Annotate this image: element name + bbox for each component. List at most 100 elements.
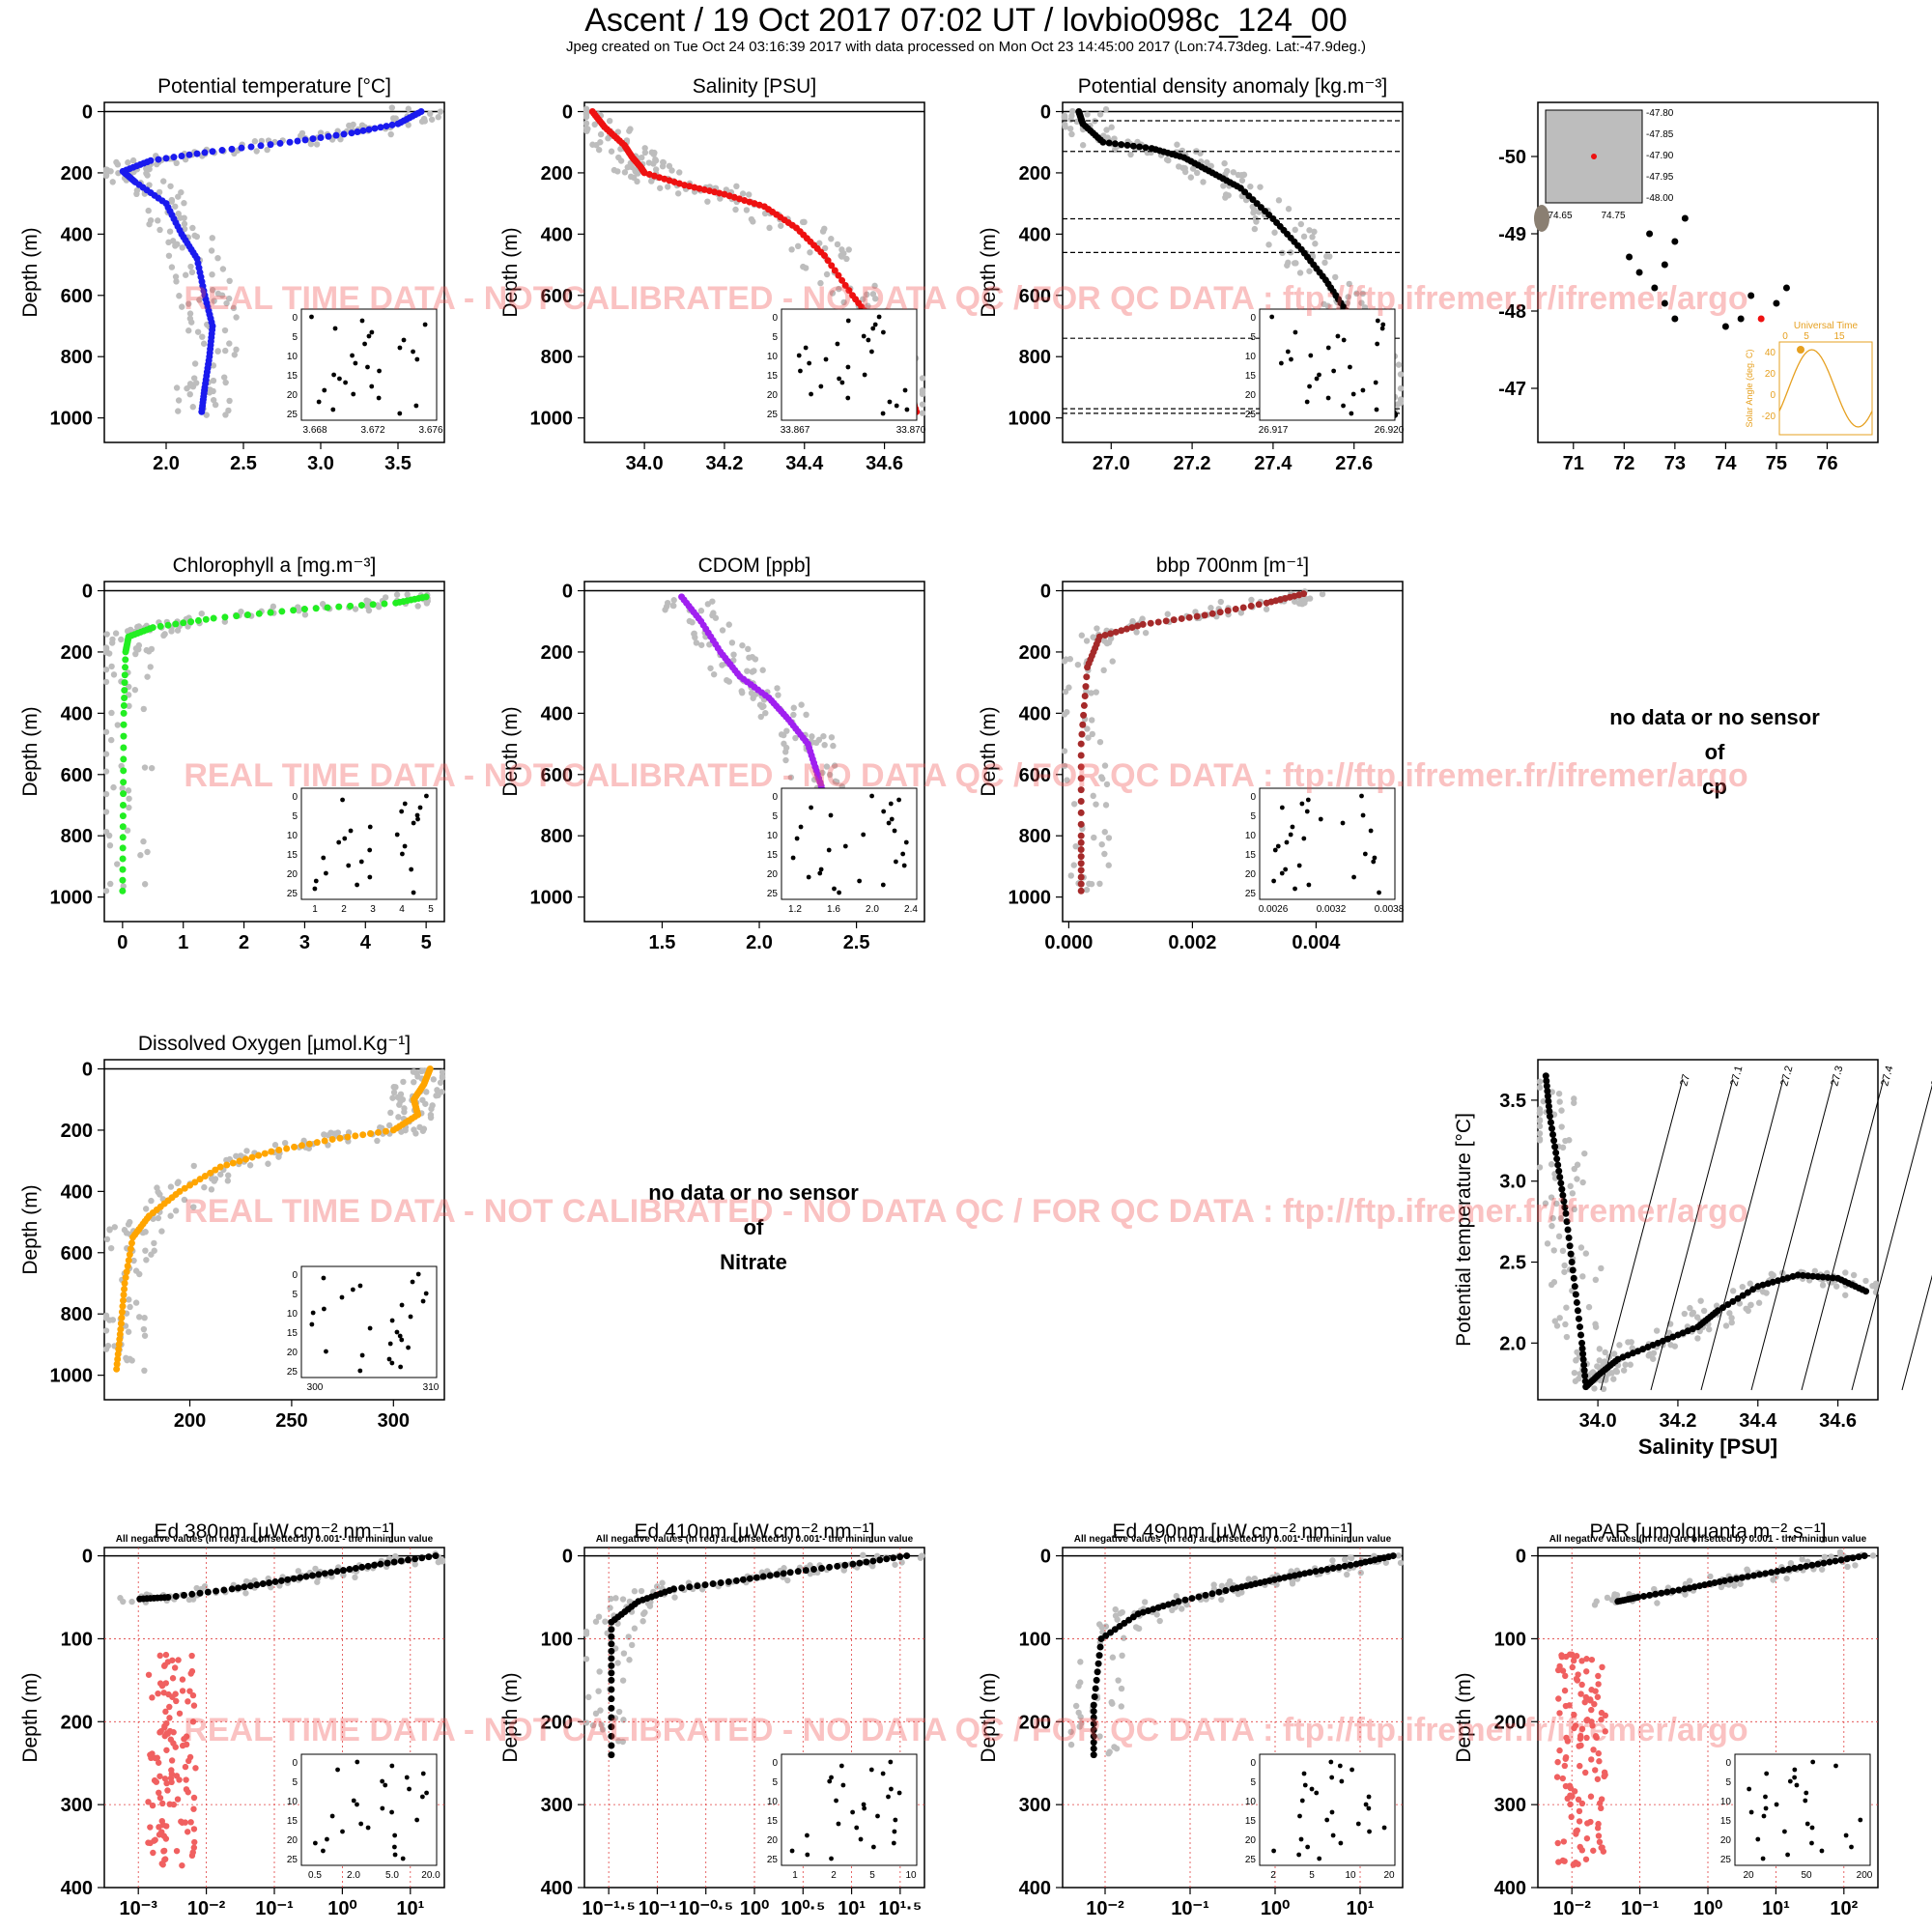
- negative-point: [1575, 1796, 1582, 1804]
- zoom-point: [323, 870, 328, 876]
- profile-point: [122, 1274, 129, 1282]
- negative-point: [190, 1794, 198, 1802]
- profile-point: [117, 1320, 125, 1327]
- history-point: [1852, 1562, 1859, 1569]
- history-point: [739, 190, 747, 197]
- history-point: [175, 397, 183, 404]
- profile-point: [1578, 1345, 1586, 1352]
- history-point: [1571, 1165, 1577, 1173]
- history-point: [221, 327, 229, 334]
- zoom-point: [330, 407, 336, 412]
- negative-point: [147, 1824, 154, 1831]
- profile-point: [181, 1184, 188, 1192]
- zoom-point: [321, 1848, 326, 1854]
- profile-point: [315, 1571, 323, 1578]
- profile-point: [780, 1570, 787, 1577]
- chart-title: Ed 410nm [µW.cm⁻².nm⁻¹]: [635, 1520, 875, 1543]
- profile-point: [1090, 1732, 1097, 1740]
- history-point: [739, 641, 746, 649]
- profile-point: [317, 133, 325, 141]
- zoom-point: [407, 1786, 412, 1792]
- profile-point: [1224, 607, 1232, 614]
- zoom-point: [1368, 828, 1374, 834]
- inset-x-label: 74.65: [1548, 211, 1572, 221]
- profile-point: [834, 1562, 841, 1570]
- profile-point: [608, 1751, 615, 1759]
- profile-point: [259, 1580, 267, 1588]
- negative-point: [1595, 1672, 1602, 1680]
- history-point: [593, 142, 600, 149]
- isopycnal-label: 27.1: [1728, 1065, 1745, 1088]
- negative-point: [148, 1754, 155, 1762]
- history-point: [209, 235, 215, 242]
- profile-point: [246, 1582, 254, 1590]
- profile-point: [1162, 617, 1170, 625]
- float-position: [1626, 253, 1634, 261]
- zoom-point: [861, 333, 867, 339]
- history-point: [1783, 1575, 1790, 1582]
- zoom-point: [401, 337, 407, 343]
- inset-y-label: 15: [1245, 371, 1257, 382]
- negative-point: [1573, 1653, 1580, 1660]
- history-point: [826, 771, 834, 779]
- negative-point: [1583, 1717, 1590, 1724]
- history-point: [1090, 634, 1096, 640]
- history-cloud: [1067, 1552, 1405, 1757]
- x-tick-label: 10⁰: [1693, 1898, 1722, 1919]
- history-point: [126, 1296, 132, 1303]
- profile-point: [824, 257, 832, 265]
- history-point: [389, 1094, 396, 1101]
- inset-x-label: 33.867: [781, 425, 810, 436]
- negative-point: [1567, 1801, 1574, 1808]
- zoom-point: [392, 1833, 398, 1838]
- profile-point: [404, 1556, 412, 1564]
- no-data-cp-line3: cp: [1702, 775, 1727, 799]
- y-tick-label: 300: [61, 1795, 93, 1816]
- profile-point: [271, 1577, 279, 1585]
- history-point: [131, 686, 139, 694]
- history-point: [168, 628, 175, 635]
- history-point: [196, 297, 203, 303]
- history-point: [137, 852, 144, 859]
- zoom-point: [876, 314, 882, 320]
- y-axis-label: Depth (m): [1453, 1672, 1475, 1762]
- history-point: [352, 606, 359, 612]
- profile-ed410: [608, 1552, 911, 1759]
- zoom-point: [389, 1318, 395, 1323]
- profile-point: [121, 1279, 128, 1287]
- zoom-point: [357, 1368, 363, 1374]
- solar-angle-curve: [1778, 349, 1873, 428]
- history-point: [1582, 1250, 1590, 1257]
- history-point: [106, 841, 114, 849]
- profile-point: [381, 600, 388, 608]
- profile-point: [113, 1365, 121, 1373]
- history-point: [664, 599, 671, 607]
- history-point: [752, 656, 759, 663]
- profile-point: [753, 1574, 760, 1581]
- zoom-point: [1804, 1821, 1810, 1827]
- profile-point: [1690, 1583, 1698, 1591]
- history-point: [1844, 1563, 1851, 1571]
- profile-point: [121, 687, 128, 695]
- profile-point: [608, 1723, 615, 1731]
- inset-y-label: 20: [287, 1835, 298, 1846]
- history-point: [434, 1087, 440, 1094]
- history-point: [1536, 1135, 1544, 1143]
- history-point: [782, 749, 789, 755]
- profile-point: [336, 1134, 344, 1142]
- history-point: [621, 169, 629, 176]
- profile-point: [162, 155, 170, 162]
- history-point: [1309, 234, 1316, 241]
- history-point: [1257, 184, 1264, 190]
- history-point: [1620, 1367, 1628, 1374]
- profile-point: [1312, 1568, 1320, 1576]
- zoom-point: [839, 380, 845, 385]
- profile-point: [739, 1576, 747, 1583]
- profile-point: [346, 1566, 354, 1574]
- history-point: [652, 156, 659, 163]
- zoom-point: [346, 863, 352, 868]
- y-tick-label: 600: [1019, 765, 1051, 786]
- negative-point: [1592, 1688, 1599, 1694]
- negative-point: [1592, 1767, 1599, 1774]
